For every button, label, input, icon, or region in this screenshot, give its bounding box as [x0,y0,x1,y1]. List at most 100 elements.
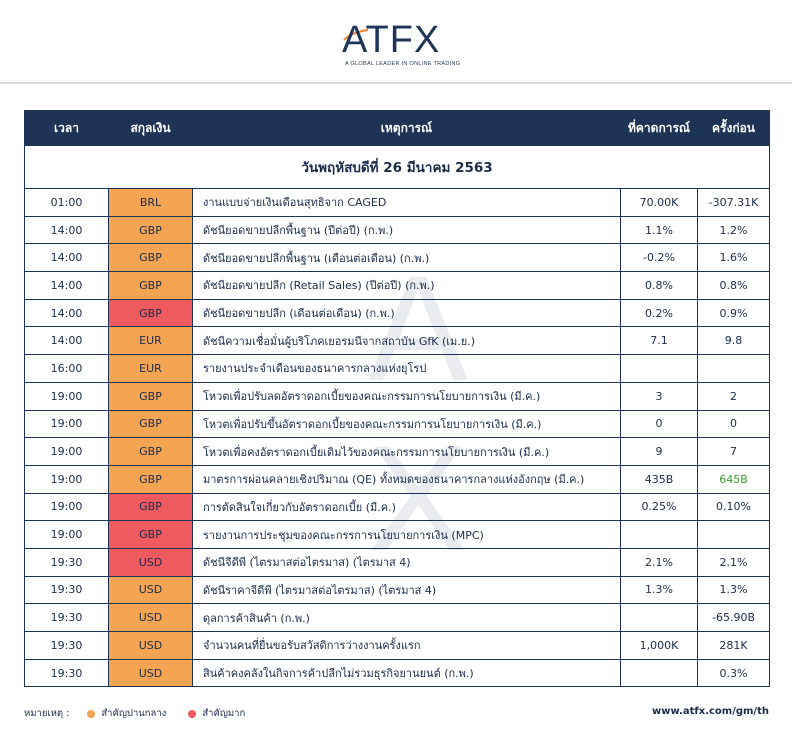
cell-forecast: 9 [620,437,698,466]
table-row: 19:30 USD ดัชนีราคาจีดีพี (ไตรมาสต่อไตรมาส… [24,575,770,605]
table-row: 14:00 GBP ดัชนียอดขายปลีกพื้นฐาน (เดือนต่อ… [24,243,770,273]
cell-event: ดัชนียอดขายปลีก (เดือนต่อเดือน) (ก.พ.) [192,298,621,328]
website-link[interactable]: www.atfx.com/gm/th [651,706,769,717]
cell-previous: 9.8 [697,326,770,356]
header-currency: สกุลเงิน [108,110,193,146]
cell-time: 19:30 [24,603,109,632]
cell-event: งานแบบจ่ายเงินเดือนสุทธิจาก CAGED [192,188,621,217]
header-event: เหตุการณ์ [192,110,621,146]
cell-previous: 0.3% [697,658,770,688]
cell-event: ดุลการค้าสินค้า (ก.พ.) [192,603,621,632]
cell-event: การตัดสินใจเกี่ยวกับอัตราดอกเบี้ย (มี.ค.… [192,492,621,522]
legend-medium: สำคัญปานกลาง [87,706,166,721]
cell-currency: GBP [108,409,193,439]
cell-currency: GBP [108,520,193,549]
cell-forecast [620,520,698,549]
cell-previous: -65.90B [697,603,770,632]
legend: หมายเหตุ : สำคัญปานกลาง สำคัญมาก [24,706,267,721]
atfx-logo: ATFX A GLOBAL LEADER IN ONLINE TRADING [342,18,460,70]
table-row: 14:00 GBP ดัชนียอดขายปลีก (Retail Sales) (… [24,271,770,300]
cell-forecast [620,658,698,688]
cell-time: 19:30 [24,547,109,577]
cell-currency: USD [108,547,193,577]
cell-previous [697,520,770,549]
cell-forecast: 435B [620,464,698,494]
table-row: 19:00 GBP รายงานการประชุมของคณะกรรการนโยบา… [24,520,770,549]
cell-previous: 7 [697,437,770,466]
cell-forecast: 1.3% [620,575,698,605]
cell-previous: 0.8% [697,271,770,300]
table-row: 14:00 EUR ดัชนีความเชื่อมั่นผู้บริโภคเยอรม… [24,326,770,356]
cell-previous: -307.31K [697,188,770,217]
cell-event: รายงานการประชุมของคณะกรรการนโยบายการเงิน… [192,520,621,549]
cell-event: รายงานประจำเดือนของธนาคารกลางแห่งยุโรป [192,354,621,383]
cell-currency: GBP [108,298,193,328]
date-label: วันพฤหัสบดีที่ 26 มีนาคม 2563 [24,145,770,189]
cell-event: ดัชนียอดขายปลีกพื้นฐาน (ปีต่อปี) (ก.พ.) [192,215,621,245]
table-row: 19:00 GBP มาตรการผ่อนคลายเชิงปริมาณ (QE) ท… [24,464,770,494]
cell-time: 14:00 [24,326,109,356]
cell-forecast [620,603,698,632]
table-row: 19:00 GBP โหวตเพื่อปรับลดอัตราดอกเบี้ยของค… [24,381,770,411]
cell-currency: EUR [108,326,193,356]
cell-previous: 1.6% [697,243,770,273]
cell-forecast: -0.2% [620,243,698,273]
cell-time: 14:00 [24,298,109,328]
cell-event: ดัชนียอดขายปลีก (Retail Sales) (ปีต่อปี)… [192,271,621,300]
table-row: 19:30 USD จำนวนคนที่ยื่นขอรับสวัสดิการว่าง… [24,631,770,660]
header-divider [0,82,792,84]
legend-medium-label: สำคัญปานกลาง [101,708,167,719]
cell-forecast: 0.8% [620,271,698,300]
table-row: 14:00 GBP ดัชนียอดขายปลีก (เดือนต่อเดือน) … [24,298,770,328]
cell-forecast [620,354,698,383]
cell-event: โหวตเพื่อปรับลดอัตราดอกเบี้ยของคณะกรรมกา… [192,381,621,411]
cell-time: 01:00 [24,188,109,217]
economic-calendar: เวลา สกุลเงิน เหตุการณ์ ที่คาดการณ์ ครั้… [24,110,770,688]
logo-swoosh-icon [343,28,369,41]
cell-event: มาตรการผ่อนคลายเชิงปริมาณ (QE) ทั้งหมดขอ… [192,464,621,494]
cell-time: 19:00 [24,381,109,411]
header-forecast: ที่คาดการณ์ [620,110,698,146]
table-row: 19:30 USD สินค้าคงคลังในกิจการค้าปลีกไม่รว… [24,658,770,688]
cell-currency: EUR [108,354,193,383]
cell-currency: GBP [108,492,193,522]
cell-time: 19:30 [24,631,109,660]
cell-forecast: 2.1% [620,547,698,577]
header-previous: ครั้งก่อน [697,110,770,146]
cell-time: 19:30 [24,575,109,605]
cell-time: 14:00 [24,271,109,300]
cell-currency: GBP [108,243,193,273]
cell-currency: BRL [108,188,193,217]
cell-forecast: 70.00K [620,188,698,217]
cell-forecast: 0 [620,409,698,439]
cell-event: สินค้าคงคลังในกิจการค้าปลีกไม่รวมธุรกิจย… [192,658,621,688]
table-row: 19:00 GBP การตัดสินใจเกี่ยวกับอัตราดอกเบี้… [24,492,770,522]
cell-previous: 0.10% [697,492,770,522]
cell-currency: USD [108,631,193,660]
legend-high-label: สำคัญมาก [202,708,246,719]
logo-tagline: A GLOBAL LEADER IN ONLINE TRADING [345,61,461,67]
cell-forecast: 1,000K [620,631,698,660]
table-row: 19:30 USD ดุลการค้าสินค้า (ก.พ.) -65.90B [24,603,770,632]
cell-time: 14:00 [24,243,109,273]
cell-forecast: 0.2% [620,298,698,328]
page-header: ATFX A GLOBAL LEADER IN ONLINE TRADING [0,0,792,82]
cell-event: ดัชนีความเชื่อมั่นผู้บริโภคเยอรมนีจากสถา… [192,326,621,356]
cell-previous: 1.2% [697,215,770,245]
high-importance-dot-icon [188,709,197,718]
cell-forecast: 7.1 [620,326,698,356]
cell-currency: USD [108,603,193,632]
cell-event: ดัชนีจีดีพี (ไตรมาสต่อไตรมาส) (ไตรมาส 4) [192,547,621,577]
cell-currency: GBP [108,271,193,300]
cell-currency: USD [108,575,193,605]
table-row: 16:00 EUR รายงานประจำเดือนของธนาคารกลางแห่… [24,354,770,383]
cell-time: 19:00 [24,520,109,549]
cell-previous: 0.9% [697,298,770,328]
cell-time: 19:00 [24,464,109,494]
cell-currency: GBP [108,381,193,411]
table-row: 19:00 GBP โหวตเพื่อคงอัตราดอกเบี้ยเดิมไว้ข… [24,437,770,466]
cell-event: โหวตเพื่อคงอัตราดอกเบี้ยเดิมไว้ของคณะกรร… [192,437,621,466]
header-time: เวลา [24,110,109,146]
table-header-row: เวลา สกุลเงิน เหตุการณ์ ที่คาดการณ์ ครั้… [24,110,770,146]
cell-currency: USD [108,658,193,688]
